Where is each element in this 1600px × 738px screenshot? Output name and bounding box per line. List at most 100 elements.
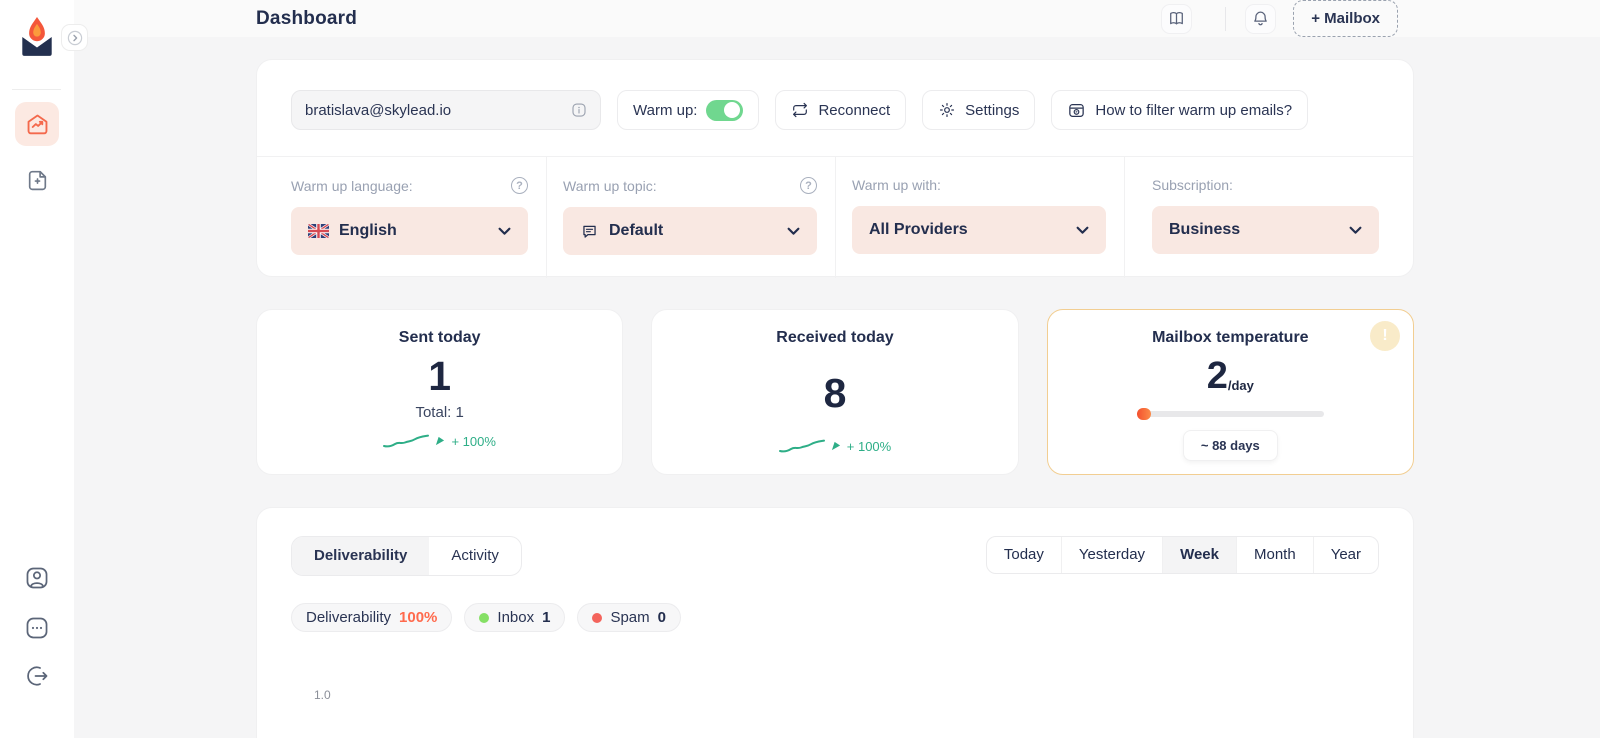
mailbox-temperature-card: ! Mailbox temperature 2 /day ~ 88 days — [1046, 309, 1414, 475]
topic-dropdown[interactable]: Default — [563, 207, 817, 255]
bell-icon — [1254, 11, 1268, 26]
language-dropdown[interactable]: English — [291, 207, 528, 255]
temperature-progress-bar — [1136, 408, 1324, 420]
date-range-group: Today Yesterday Week Month Year — [985, 536, 1379, 574]
reconnect-button[interactable]: Reconnect — [775, 90, 907, 130]
stat-value: 1 — [428, 353, 452, 399]
howto-filter-button[interactable]: How to filter warm up emails? — [1051, 90, 1309, 130]
logout-icon — [27, 666, 48, 686]
stats-row: Sent today 1 Total: 1 + 100% Receiv — [256, 309, 1414, 475]
field-label: Warm up with: — [852, 177, 941, 193]
range-yesterday[interactable]: Yesterday — [1060, 537, 1162, 573]
chat-dots-icon — [26, 617, 48, 639]
legend-badges: Deliverability 100% Inbox 1 Spam 0 — [291, 603, 1379, 632]
email-value: bratislava@skylead.io — [305, 101, 452, 119]
trend-sparkline-icon — [383, 434, 430, 448]
range-year[interactable]: Year — [1312, 537, 1378, 573]
sent-today-card: Sent today 1 Total: 1 + 100% — [256, 309, 624, 475]
chat-bubble-icon — [583, 225, 596, 238]
stat-total: Total: 1 — [415, 404, 464, 421]
providers-dropdown[interactable]: All Providers — [852, 206, 1106, 254]
received-today-card: Received today 8 + 100% — [651, 309, 1019, 475]
app-logo-flame-icon[interactable] — [18, 16, 56, 58]
settings-divider — [257, 156, 1413, 157]
info-icon[interactable] — [570, 101, 588, 119]
topic-value: Default — [609, 222, 664, 239]
file-plus-icon — [28, 170, 46, 190]
warning-icon[interactable]: ! — [1369, 321, 1400, 351]
sidebar-item-support-chat[interactable] — [22, 613, 52, 643]
warmup-toggle[interactable] — [706, 99, 744, 121]
page-title: Dashboard — [256, 7, 358, 29]
badge-value: 100% — [399, 609, 438, 626]
sidebar-item-profile[interactable] — [22, 563, 52, 593]
warmup-toggle-group: Warm up: — [617, 90, 760, 130]
settings-button[interactable]: Settings — [922, 90, 1036, 130]
subscription-dropdown[interactable]: Business — [1152, 206, 1379, 254]
email-field[interactable]: bratislava@skylead.io — [291, 90, 601, 130]
warmup-toggle-label: Warm up: — [633, 101, 698, 119]
help-icon[interactable]: ? — [800, 177, 817, 194]
badge-value: 0 — [657, 609, 666, 626]
stat-title: Mailbox temperature — [1152, 329, 1309, 346]
sidebar-item-dashboard[interactable] — [15, 102, 59, 146]
subscription-value: Business — [1169, 221, 1241, 238]
field-warm-up-with: Warm up with: All Providers — [835, 157, 1124, 278]
chevron-down-icon — [787, 227, 800, 235]
gear-icon — [940, 102, 955, 118]
range-today[interactable]: Today — [1003, 546, 1044, 563]
user-icon — [26, 567, 48, 589]
trend-sparkline-icon — [778, 439, 825, 453]
reconnect-label: Reconnect — [818, 101, 891, 119]
trend-arrow-icon — [831, 441, 840, 451]
trend-value: + 100% — [451, 433, 496, 449]
badge-label: Inbox — [497, 609, 535, 626]
sidebar-item-templates[interactable] — [15, 158, 59, 202]
tab-activity[interactable]: Activity — [451, 547, 499, 564]
panel-tab-group: Deliverability Activity — [291, 536, 522, 576]
sidebar — [0, 0, 88, 738]
tab-deliverability[interactable]: Deliverability — [292, 537, 430, 575]
uk-flag-icon — [308, 224, 329, 238]
deliverability-panel: Deliverability Activity Today Yesterday … — [256, 507, 1414, 738]
book-icon — [1170, 12, 1184, 25]
docs-button[interactable] — [1161, 3, 1193, 34]
field-subscription: Subscription: Business — [1124, 157, 1413, 278]
stat-title: Received today — [776, 329, 894, 346]
badge-value: 1 — [542, 609, 551, 626]
notifications-button[interactable] — [1245, 3, 1277, 34]
trend-value: + 100% — [846, 438, 892, 454]
chevron-down-icon — [1076, 226, 1089, 234]
home-trend-icon — [27, 114, 47, 134]
badge-label: Deliverability — [306, 609, 392, 626]
temperature-days-pill: ~ 88 days — [1182, 430, 1278, 461]
range-week[interactable]: Week — [1162, 537, 1236, 573]
field-label: Warm up topic: — [563, 177, 657, 194]
sidebar-collapse-button[interactable] — [61, 24, 88, 51]
help-icon[interactable]: ? — [511, 177, 528, 194]
range-month[interactable]: Month — [1235, 537, 1313, 573]
language-value: English — [339, 222, 397, 239]
spam-dot-icon — [592, 612, 603, 623]
top-header: Dashboard + Mailbox — [74, 0, 1600, 37]
temperature-unit: /day — [1227, 378, 1254, 393]
header-divider — [1225, 6, 1227, 31]
chevron-down-icon — [498, 227, 511, 235]
spam-badge: Spam 0 — [577, 603, 681, 632]
field-label: Subscription: — [1152, 177, 1233, 193]
stat-title: Sent today — [398, 329, 481, 346]
chart-y-axis-tick: 1.0 — [314, 688, 331, 702]
chevron-right-icon — [67, 30, 82, 45]
sidebar-item-logout[interactable] — [22, 661, 52, 691]
badge-label: Spam — [610, 609, 650, 626]
field-warm-up-language: Warm up language: ? English — [257, 157, 546, 278]
field-warm-up-topic: Warm up topic: ? Default — [546, 157, 835, 278]
add-mailbox-button[interactable]: + Mailbox — [1293, 0, 1398, 37]
content-area: bratislava@skylead.io Warm up: — [74, 37, 1600, 738]
providers-value: All Providers — [869, 221, 968, 238]
temperature-value: 2 — [1206, 355, 1228, 397]
trend-arrow-icon — [436, 436, 445, 446]
chevron-down-icon — [1349, 226, 1362, 234]
field-label: Warm up language: — [291, 177, 413, 194]
